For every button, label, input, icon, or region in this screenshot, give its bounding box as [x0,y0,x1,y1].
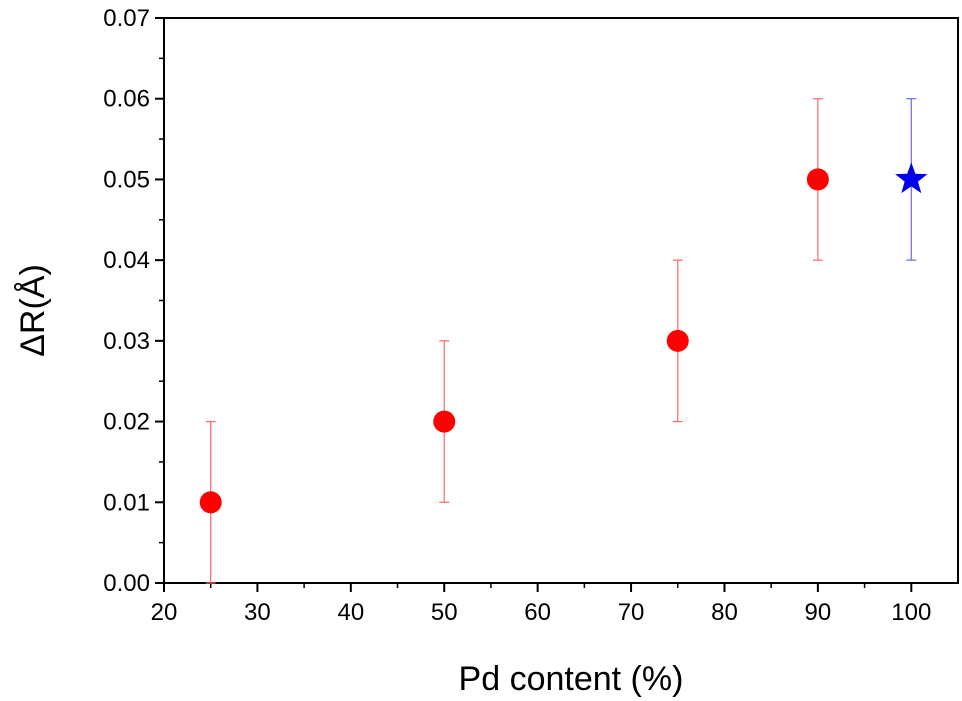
y-axis-title: ΔR(Å) [14,264,52,357]
x-tick-label: 70 [618,599,645,626]
x-tick-label: 60 [524,599,551,626]
y-tick-label: 0.04 [103,247,150,274]
x-tick-label: 40 [337,599,364,626]
x-tick-label: 20 [151,599,178,626]
circle-marker [806,168,829,191]
x-axis: 20 30 40 50 60 70 80 90 100 [151,583,931,626]
y-tick-label: 0.02 [103,409,150,436]
y-axis: 0.00 0.01 0.02 0.03 0.04 0.05 0.06 0.07 [103,5,164,597]
x-tick-label: 100 [891,599,931,626]
y-tick-label: 0.03 [103,328,150,355]
y-tick-label: 0.01 [103,489,150,516]
y-tick-label: 0.05 [103,166,150,193]
x-tick-label: 30 [244,599,271,626]
x-tick-label: 50 [431,599,458,626]
x-tick-label: 90 [805,599,832,626]
y-tick-label: 0.06 [103,86,150,113]
star-marker [895,162,928,194]
plot-frame [163,17,959,584]
circle-marker [433,410,456,433]
plot-border [163,17,959,584]
data-points [199,98,928,584]
circle-marker [666,329,689,352]
data-point [806,98,829,261]
y-tick-label: 0.00 [103,570,150,597]
x-axis-title: Pd content (%) [459,660,684,698]
circle-marker [199,491,222,514]
y-tick-label: 0.07 [103,5,150,32]
data-point [433,340,456,503]
x-tick-label: 80 [711,599,738,626]
data-point [895,98,928,261]
data-point [666,259,689,423]
data-point [199,420,222,584]
